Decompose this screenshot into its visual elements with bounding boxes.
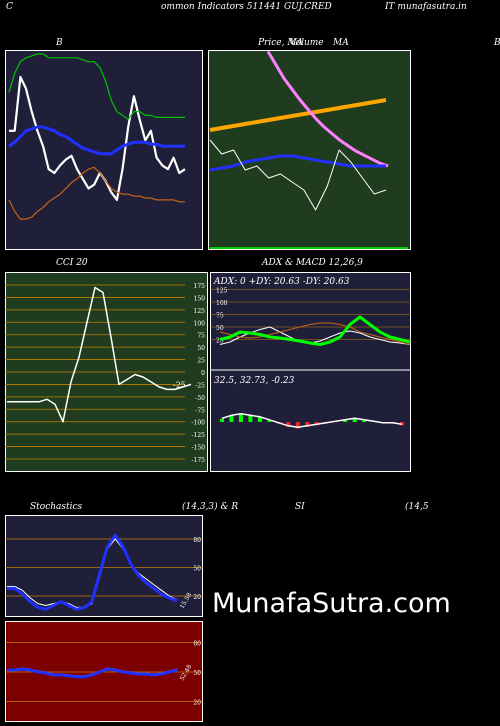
rsi-panel: 80 50 20 52.48 — [5, 621, 203, 722]
adx-tick-label: 50 — [216, 325, 224, 332]
macd-histogram-bar — [286, 422, 291, 427]
adx-tick-label: 75 — [216, 313, 224, 320]
macd-line — [221, 413, 403, 429]
price-ma-series-2 — [209, 154, 386, 172]
macd-histogram-bar — [257, 417, 262, 422]
macd-histogram-bar — [220, 418, 224, 422]
cci-tick-label: 0 — [201, 370, 205, 377]
price-panel — [208, 50, 411, 250]
label-right-edge: B — [494, 38, 500, 48]
macd-histogram-bar — [362, 420, 367, 422]
header-right: IT munafasutra.in — [385, 2, 467, 12]
stoch-tick-label: 20 — [193, 594, 201, 601]
cci-tick-label: 50 — [197, 345, 205, 352]
cci-last-value: -25 — [173, 380, 186, 389]
bollinger-series-3 — [8, 166, 185, 220]
bollinger-series-1 — [8, 53, 185, 120]
macd-histogram-bar — [295, 422, 300, 429]
adx-values-label: ADX: 0 +DY: 20.63 -DY: 20.63 — [213, 277, 350, 287]
watermark: MunafaSutra.com — [212, 588, 451, 619]
adx-panel: 25 50 75 100 125 ADX: 0 +DY: 20.63 -DY: 20.6… — [210, 272, 411, 472]
cci-tick-label: -75 — [195, 407, 205, 414]
cci-tick-label: -150 — [192, 445, 206, 452]
header-title: ommon Indicators 511441 GUJ.CRED — [161, 2, 332, 12]
price-ma-series-3 — [209, 139, 387, 211]
cci-tick-label: 100 — [194, 320, 206, 327]
macd-histogram-bar — [248, 415, 253, 422]
macd-histogram-bar — [305, 422, 310, 427]
bollinger-series-0 — [9, 75, 186, 201]
bollinger-panel — [5, 50, 203, 250]
cci-tick-label: -175 — [192, 457, 206, 464]
pdi-series — [219, 322, 411, 345]
macd-histogram-bar — [238, 414, 243, 422]
macd-values-label: 32.5, 32.73, -0.23 — [214, 376, 295, 386]
macd-histogram-bar — [352, 418, 357, 422]
cci-tick-label: -50 — [195, 395, 205, 402]
adx-tick-label: 125 — [216, 288, 228, 295]
label-price-ma: Price, MA — [258, 38, 304, 48]
adx-series — [219, 315, 411, 346]
label-cci: CCI 20 — [56, 258, 88, 268]
price-ma-series-1 — [266, 50, 389, 168]
label-bollinger: B — [56, 38, 63, 48]
stoch-panel: 80 50 20 15.58 — [5, 515, 203, 617]
rsi-series — [7, 667, 178, 679]
cci-chart: 175 150 125 100 75 50 25 0 -25 -50 -75 -100 -125 -150… — [5, 272, 208, 472]
cci-tick-label: 125 — [194, 308, 206, 315]
cci-series — [7, 286, 192, 423]
label-stoch-params: (14,3,3) & R — [182, 502, 239, 512]
macd-histogram-bar — [343, 420, 348, 422]
stoch-tick-label: 50 — [193, 566, 201, 573]
stoch-tick-label: 80 — [193, 537, 201, 544]
cci-tick-label: 25 — [197, 358, 205, 365]
stoch-k-series — [7, 533, 178, 611]
label-si: SI — [295, 502, 305, 512]
adx-tick-label: 100 — [216, 300, 228, 307]
header-left: C — [6, 2, 13, 12]
adx-tick-label: 25 — [216, 338, 224, 345]
stoch-d-series — [7, 538, 178, 608]
label-ma: MA — [333, 38, 349, 48]
bollinger-chart — [5, 50, 203, 250]
macd-histogram-bar — [267, 420, 272, 422]
price-ma-series-0 — [209, 98, 387, 132]
label-stochastics: Stochastics — [30, 502, 83, 512]
rsi-tick-label: 80 — [193, 641, 201, 648]
cci-tick-label: 75 — [197, 333, 205, 340]
cci-tick-label: 175 — [194, 283, 206, 290]
rsi-tick-label: 20 — [193, 699, 201, 706]
label-adx: ADX & MACD 12,26,9 — [262, 258, 363, 268]
cci-tick-label: -125 — [192, 432, 206, 439]
rsi-tick-label: 50 — [193, 670, 201, 677]
cci-tick-label: 150 — [194, 295, 206, 302]
price-chart — [208, 50, 411, 250]
cci-tick-label: -25 — [195, 382, 205, 389]
adx-chart: 25 50 75 100 125 ADX: 0 +DY: 20.63 -DY: 20.6… — [210, 272, 411, 472]
bollinger-series-2 — [8, 125, 185, 156]
macd-histogram-bar — [229, 415, 234, 422]
cci-panel: 175 150 125 100 75 50 25 0 -25 -50 -75 -100 -125 -150… — [5, 272, 208, 472]
label-volume: Volume — [290, 38, 324, 48]
label-rsi-params: (14,5 — [405, 502, 429, 512]
cci-tick-label: -100 — [192, 420, 206, 427]
